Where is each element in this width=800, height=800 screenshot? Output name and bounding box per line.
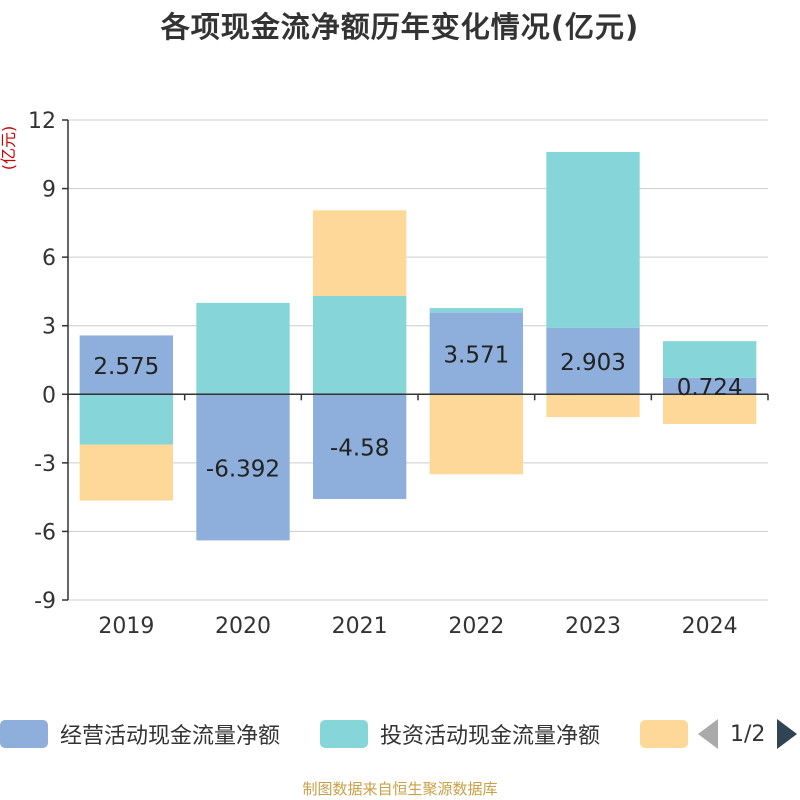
y-tick-label: 12 [28,109,56,134]
bar-s2-2023 [546,394,640,418]
bar-s0-2019 [79,335,173,395]
gridlines [68,119,768,601]
y-tick-label: -3 [34,452,56,477]
legend: 经营活动现金流量净额 投资活动现金流量净额 1/2 [0,716,800,752]
bar-s2-2022 [429,394,523,475]
bar-s2-2019 [79,444,173,501]
data-label-2021: -4.58 [330,436,390,462]
data-labels: 2.575 -6.392 -4.58 3.571 2.903 0.724 [93,342,742,482]
x-tick-label-2021: 2021 [332,614,388,639]
legend-item-financing[interactable] [640,716,700,752]
y-tick-label: 3 [42,315,56,340]
bar-s0-2022 [429,312,523,395]
bars [79,151,757,541]
bar-s0-2024 [663,377,757,395]
bar-s1-2021 [313,296,407,395]
data-label-2019: 2.575 [93,354,159,380]
y-tick-label: 9 [42,178,56,203]
bar-s0-2020 [196,394,290,541]
x-tick-label-2020: 2020 [215,614,271,639]
data-label-2023: 2.903 [560,350,626,376]
x-tick-label-2023: 2023 [565,614,621,639]
legend-swatch-operating [0,720,48,748]
bar-s1-2020 [196,302,290,395]
chart-title: 各项现金流净额历年变化情况(亿元) [160,10,640,44]
source-note: 制图数据来自恒生聚源数据库 [302,780,498,798]
bar-s1-2024 [663,341,757,378]
legend-item-investing[interactable]: 投资活动现金流量净额 [320,716,600,752]
data-label-2024: 0.724 [677,375,743,401]
y-tick-label: 0 [42,383,56,408]
pager-prev-icon[interactable] [698,719,718,749]
bar-s1-2023 [546,151,640,328]
y-tick-label: -9 [34,589,56,614]
legend-item-operating[interactable]: 经营活动现金流量净额 [0,716,280,752]
legend-label-operating: 经营活动现金流量净额 [60,724,281,749]
pager-next-icon[interactable] [777,719,798,749]
x-tick-label-2024: 2024 [682,614,738,639]
data-label-2022: 3.571 [443,342,509,368]
legend-label-investing: 投资活动现金流量净额 [380,724,601,749]
pager-text: 1/2 [730,721,766,747]
bar-s2-2024 [663,394,757,424]
bar-s2-2021 [313,210,407,296]
y-tick-label: 6 [42,246,56,271]
x-tick-label-2019: 2019 [98,614,154,639]
y-axis-unit-label: (亿元) [0,126,18,171]
bar-s0-2021 [313,394,407,499]
y-tick-label: -6 [34,520,56,545]
axes: 12 9 6 3 0 -3 -6 -9 (亿元) 2019 2020 2021 2022 2023 2024 [0,109,769,639]
bar-s0-2023 [546,327,640,395]
data-label-2020: -6.392 [206,456,280,482]
legend-pager: 1/2 [698,716,798,752]
legend-swatch-financing [640,720,688,748]
x-tick-label-2022: 2022 [448,614,504,639]
bar-s1-2019 [79,394,173,445]
bar-s1-2022 [429,308,523,313]
legend-swatch-investing [320,720,368,748]
